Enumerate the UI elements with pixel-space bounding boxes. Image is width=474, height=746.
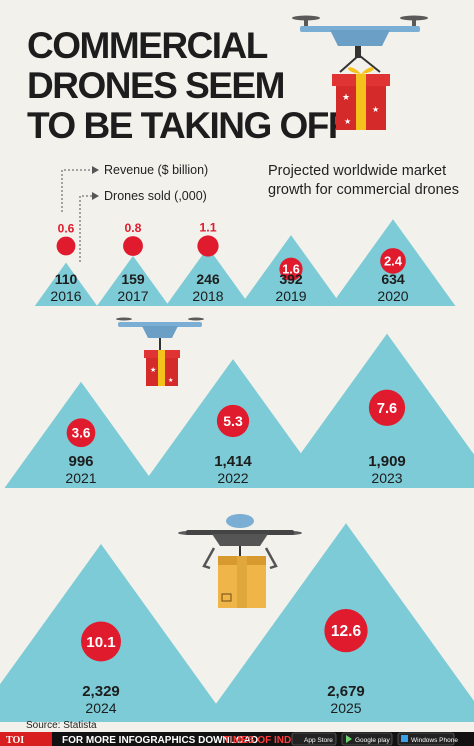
revenue-circle	[81, 621, 121, 662]
google-play-label: Google play	[355, 737, 390, 744]
svg-text:★: ★	[344, 117, 351, 126]
year-label: 2020	[377, 288, 408, 304]
legend-connector	[61, 169, 92, 262]
google-play-icon	[346, 735, 352, 743]
drones-label: 2,329	[82, 683, 120, 700]
revenue-label: 1.6	[282, 263, 300, 277]
title-line-2: DRONES SEEM	[27, 65, 284, 106]
drones-label: 2,679	[327, 683, 365, 700]
revenue-triangle	[96, 255, 170, 306]
year-label: 2021	[65, 470, 96, 486]
revenue-circle	[197, 235, 219, 257]
revenue-label: 5.3	[223, 413, 243, 429]
legend-revenue-label: Revenue ($ billion)	[104, 163, 208, 177]
revenue-circle	[279, 257, 303, 281]
app-store-label: App Store	[304, 737, 333, 744]
drones-label: 1,909	[368, 453, 406, 470]
year-label: 2022	[217, 470, 248, 486]
subtitle-line-1: Projected worldwide market	[268, 163, 446, 179]
title-line-3: TO BE TAKING OFF	[27, 105, 350, 146]
revenue-label: 10.1	[86, 634, 115, 651]
revenue-label: 0.6	[58, 222, 75, 236]
drones-label: 392	[279, 271, 303, 287]
toi-logo-text: TOI	[6, 735, 24, 746]
footer-promo-text[interactable]: FOR MORE INFOGRAPHICS DOWNLOAD	[62, 735, 258, 746]
windows-phone-label: Windows Phone	[411, 737, 458, 744]
svg-text:★: ★	[150, 366, 156, 374]
revenue-circle	[56, 236, 76, 256]
revenue-label: 3.6	[72, 425, 91, 440]
revenue-label: 12.6	[331, 623, 362, 640]
revenue-circle	[324, 609, 368, 653]
drones-label: 1,414	[214, 453, 252, 470]
drones-label: 246	[196, 271, 220, 287]
windows-icon	[401, 735, 408, 742]
drones-label: 996	[68, 453, 93, 470]
svg-text:★: ★	[168, 377, 173, 384]
app-store-badge[interactable]	[291, 732, 337, 746]
revenue-circle	[123, 236, 143, 256]
drones-label: 634	[381, 271, 405, 287]
toi-logo	[0, 732, 52, 746]
svg-text:★: ★	[372, 105, 379, 114]
google-play-badge[interactable]	[341, 732, 393, 746]
year-label: 2019	[275, 288, 306, 304]
revenue-circle	[216, 404, 250, 438]
small-drone-gift-illustration: ★ ★	[116, 317, 204, 386]
year-label: 2023	[371, 470, 402, 486]
year-label: 2018	[192, 288, 223, 304]
drones-label: 159	[121, 271, 145, 287]
legend-arrow-revenue	[92, 166, 99, 174]
windows-phone-badge[interactable]	[397, 732, 455, 746]
year-label: 2024	[85, 700, 116, 716]
source-note: Source: Statista	[26, 720, 97, 731]
revenue-triangle	[165, 247, 251, 306]
year-label: 2016	[50, 288, 81, 304]
legend-arrow-drones	[92, 192, 99, 200]
revenue-label: 7.6	[377, 401, 397, 417]
subtitle-line-2: growth for commercial drones	[268, 182, 459, 198]
revenue-label: 0.8	[125, 221, 142, 235]
drone-box-illustration	[178, 514, 302, 608]
revenue-circle	[380, 248, 406, 274]
year-label: 2025	[330, 700, 361, 716]
drone-gift-illustration: ★ ★ ★	[292, 15, 428, 130]
legend-drones-label: Drones sold (,000)	[104, 189, 207, 203]
revenue-circle	[66, 418, 96, 448]
svg-text:★: ★	[342, 92, 350, 102]
drones-label: 110	[55, 271, 78, 287]
revenue-circle	[368, 389, 406, 426]
revenue-label: 2.4	[384, 253, 403, 268]
title-line-1: COMMERCIAL	[27, 25, 268, 66]
year-label: 2017	[117, 288, 148, 304]
revenue-label: 1.1	[199, 220, 216, 234]
revenue-triangle	[34, 262, 98, 306]
footer-app-name[interactable]: TIMES OF INDIA APP	[224, 735, 324, 746]
